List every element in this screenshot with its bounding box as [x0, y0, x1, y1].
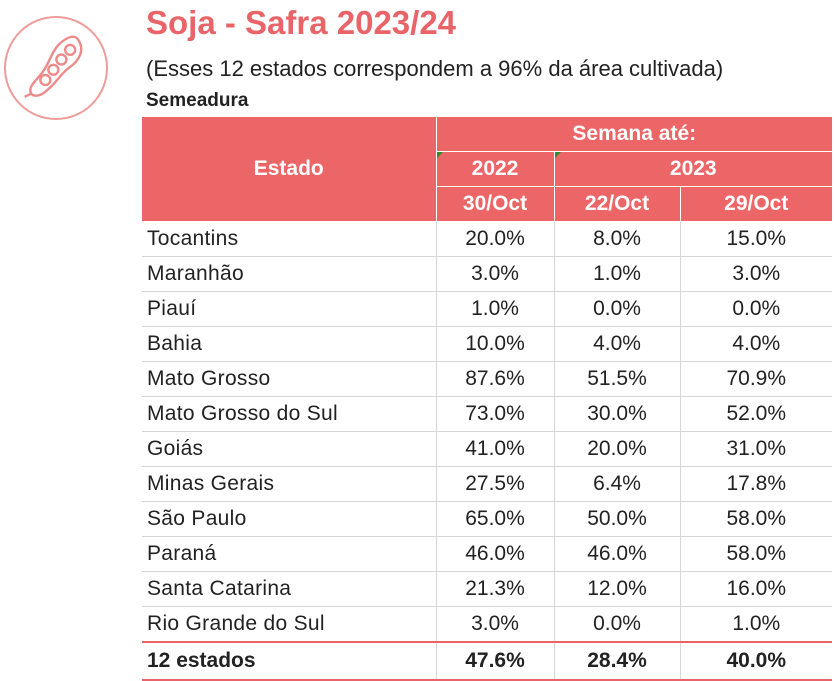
value-22oct: 0.0% [553, 291, 680, 327]
value-22oct: 1.0% [553, 256, 680, 292]
table-row: Rio Grande do Sul 3.0% 0.0% 1.0% [142, 606, 833, 643]
table-row: Bahia 10.0% 4.0% 4.0% [142, 326, 833, 362]
table-row: Minas Gerais 27.5% 6.4% 17.8% [142, 466, 833, 502]
value-22oct: 6.4% [553, 466, 680, 502]
value-29oct: 1.0% [679, 606, 833, 643]
value-22oct: 30.0% [553, 396, 680, 432]
value-22oct: 12.0% [553, 571, 680, 607]
value-22oct: 20.0% [553, 431, 680, 467]
value-2022: 1.0% [435, 291, 554, 327]
state-name: Paraná [142, 536, 436, 572]
total-22oct: 28.4% [553, 641, 680, 681]
value-22oct: 4.0% [553, 326, 680, 362]
soybean-pod-icon [24, 35, 83, 98]
value-29oct: 3.0% [679, 256, 833, 292]
state-name: Bahia [142, 326, 436, 362]
value-22oct: 51.5% [553, 361, 680, 397]
state-name: Piauí [142, 291, 436, 327]
value-29oct: 15.0% [679, 221, 833, 257]
total-2022: 47.6% [435, 641, 554, 681]
state-name: Santa Catarina [142, 571, 436, 607]
value-2022: 27.5% [435, 466, 554, 502]
state-name: Maranhão [142, 256, 436, 292]
value-22oct: 46.0% [553, 536, 680, 572]
value-22oct: 0.0% [553, 606, 680, 643]
value-22oct: 8.0% [553, 221, 680, 257]
header-semana-ate: Semana até: [435, 117, 833, 152]
logo [4, 16, 108, 120]
header-estado: Estado [142, 117, 436, 222]
value-29oct: 70.9% [679, 361, 833, 397]
value-29oct: 4.0% [679, 326, 833, 362]
value-29oct: 58.0% [679, 501, 833, 537]
value-2022: 41.0% [435, 431, 554, 467]
state-name: Goiás [142, 431, 436, 467]
value-22oct: 50.0% [553, 501, 680, 537]
value-2022: 3.0% [435, 256, 554, 292]
value-2022: 21.3% [435, 571, 554, 607]
table-row: Mato Grosso 87.6% 51.5% 70.9% [142, 361, 833, 397]
table-row: Piauí 1.0% 0.0% 0.0% [142, 291, 833, 327]
state-name: Mato Grosso [142, 361, 436, 397]
table-row: Maranhão 3.0% 1.0% 3.0% [142, 256, 833, 292]
value-2022: 46.0% [435, 536, 554, 572]
value-2022: 20.0% [435, 221, 554, 257]
value-29oct: 31.0% [679, 431, 833, 467]
table-row: Mato Grosso do Sul 73.0% 30.0% 52.0% [142, 396, 833, 432]
cell-comment-marker [436, 152, 443, 158]
table-row: Goiás 41.0% 20.0% 31.0% [142, 431, 833, 467]
value-2022: 10.0% [435, 326, 554, 362]
header-date-2023a: 22/Oct [553, 186, 680, 222]
semeadura-table: Estado Semana até: 2022 2023 30/Oct 22/O… [142, 117, 833, 681]
header-date-2023b: 29/Oct [679, 186, 833, 222]
header-date-2022: 30/Oct [435, 186, 554, 222]
state-name: Rio Grande do Sul [142, 606, 436, 643]
page-title: Soja - Safra 2023/24 [146, 4, 457, 41]
table-row: Tocantins 20.0% 8.0% 15.0% [142, 221, 833, 257]
table-row: Santa Catarina 21.3% 12.0% 16.0% [142, 571, 833, 607]
table-row: Paraná 46.0% 46.0% 58.0% [142, 536, 833, 572]
cell-comment-marker [554, 152, 561, 158]
value-29oct: 17.8% [679, 466, 833, 502]
section-title: Semeadura [146, 90, 249, 111]
total-row: 12 estados 47.6% 28.4% 40.0% [142, 641, 833, 681]
value-2022: 73.0% [435, 396, 554, 432]
header-year-2023: 2023 [553, 151, 833, 187]
state-name: Tocantins [142, 221, 436, 257]
value-29oct: 0.0% [679, 291, 833, 327]
value-29oct: 58.0% [679, 536, 833, 572]
table-row: São Paulo 65.0% 50.0% 58.0% [142, 501, 833, 537]
state-name: Mato Grosso do Sul [142, 396, 436, 432]
value-2022: 3.0% [435, 606, 554, 643]
state-name: São Paulo [142, 501, 436, 537]
header-year-2022: 2022 [435, 151, 554, 187]
value-2022: 87.6% [435, 361, 554, 397]
page-subtitle: (Esses 12 estados correspondem a 96% da … [146, 56, 724, 81]
total-label: 12 estados [142, 641, 436, 681]
total-29oct: 40.0% [679, 641, 833, 681]
state-name: Minas Gerais [142, 466, 436, 502]
value-2022: 65.0% [435, 501, 554, 537]
value-29oct: 16.0% [679, 571, 833, 607]
value-29oct: 52.0% [679, 396, 833, 432]
